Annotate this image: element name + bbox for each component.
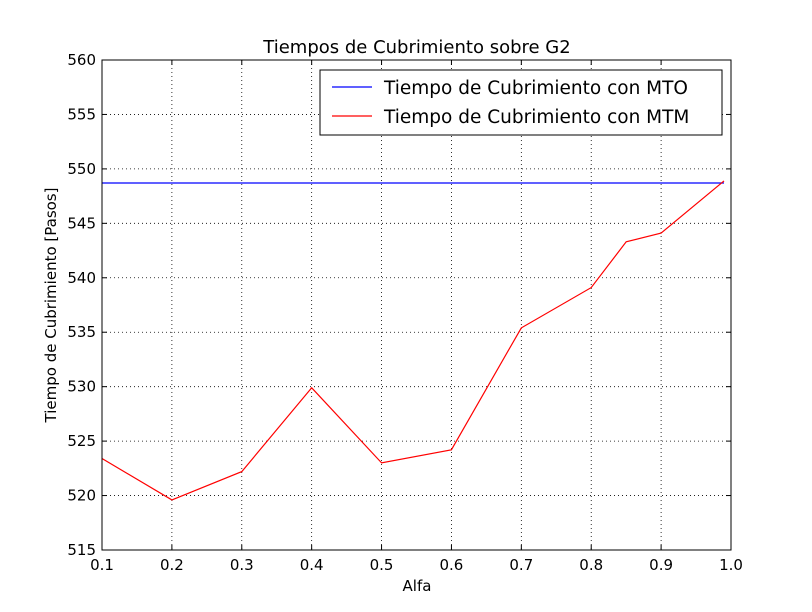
y-tick-label: 540 [67, 269, 96, 287]
y-tick-label: 515 [67, 541, 96, 559]
x-tick-label: 0.5 [370, 556, 394, 574]
legend-label: Tiempo de Cubrimiento con MTM [383, 107, 689, 128]
x-tick-label: 0.4 [300, 556, 324, 574]
y-axis-label: Tiempo de Cubrimiento [Pasos] [42, 188, 60, 424]
x-tick-label: 0.3 [230, 556, 254, 574]
y-tick-label: 555 [67, 105, 96, 123]
x-tick-label: 1.0 [719, 556, 743, 574]
legend-box [319, 69, 723, 136]
x-tick-label: 0.8 [579, 556, 603, 574]
y-tick-label: 525 [67, 432, 96, 450]
y-tick-label: 535 [67, 323, 96, 341]
chart-title: Tiempos de Cubrimiento sobre G2 [262, 37, 570, 58]
x-tick-label: 0.6 [440, 556, 464, 574]
y-tick-label: 545 [67, 214, 96, 232]
x-tick-label: 0.9 [649, 556, 673, 574]
y-tick-label: 530 [67, 378, 96, 396]
ticks: 0.1 0.2 0.3 0.4 0.5 0.6 0.7 0.8 0.9 1.0 515 520 525 5… [67, 51, 743, 574]
legend: Tiempo de Cubrimiento con MTO Tiempo de C… [319, 69, 723, 136]
series-lines [101, 180, 725, 501]
y-tick-label: 520 [67, 487, 96, 505]
y-tick-label: 560 [67, 51, 96, 69]
legend-label: Tiempo de Cubrimiento con MTO [383, 78, 688, 99]
x-tick-label: 0.1 [90, 556, 114, 574]
x-tick-label: 0.2 [160, 556, 184, 574]
y-tick-label: 550 [67, 160, 96, 178]
x-tick-label: 0.7 [509, 556, 533, 574]
plot-frame [101, 59, 732, 551]
x-axis-label: Alfa [403, 577, 432, 595]
series-line-2 [101, 180, 725, 501]
